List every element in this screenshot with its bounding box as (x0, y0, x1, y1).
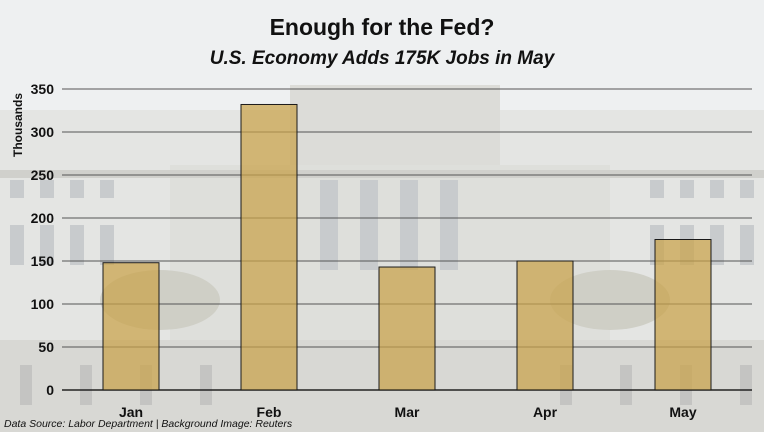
bar-jan (102, 262, 160, 391)
bar-feb (240, 103, 298, 391)
y-tick-label: 200 (31, 210, 55, 226)
y-tick-label: 50 (38, 339, 54, 355)
chart-subtitle: U.S. Economy Adds 175K Jobs in May (209, 48, 555, 69)
x-tick-label: Mar (395, 404, 420, 420)
x-tick-label: May (669, 404, 696, 420)
bar-may (654, 239, 712, 391)
y-tick-label: 300 (31, 124, 55, 140)
x-tick-label: Jan (119, 404, 143, 420)
y-axis-label: Thousands (11, 92, 25, 157)
x-tick-label: Apr (533, 404, 558, 420)
bar-mar (378, 266, 436, 391)
y-tick-label: 150 (31, 253, 55, 269)
y-tick-label: 250 (31, 167, 55, 183)
y-tick-label: 100 (31, 296, 55, 312)
y-tick-label: 350 (31, 81, 55, 97)
x-tick-label: Feb (257, 404, 282, 420)
y-tick-label: 0 (46, 382, 54, 398)
bar-apr (516, 260, 574, 391)
chart-title: Enough for the Fed? (269, 14, 495, 40)
source-note: Data Source: Labor Department | Backgrou… (4, 418, 293, 430)
